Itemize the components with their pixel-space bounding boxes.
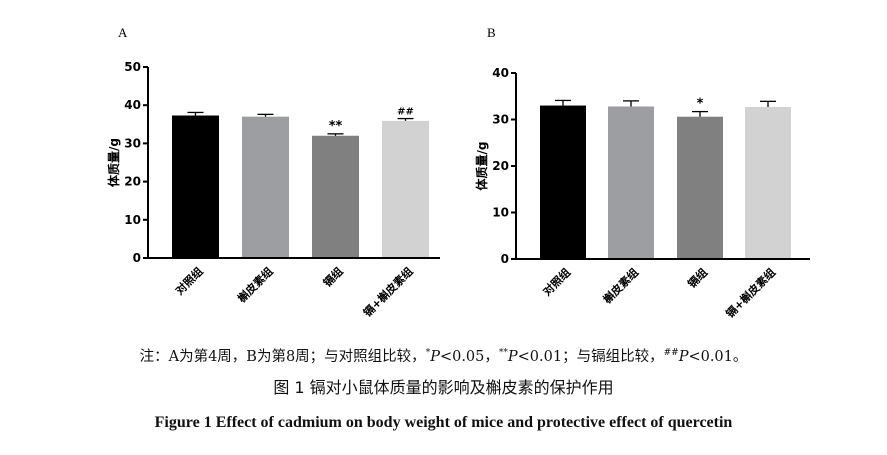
bar-a-1 xyxy=(242,116,289,258)
x-tick-label-a-3: 镉+槲皮素组 xyxy=(360,264,415,319)
y-tick-label-a: 30 xyxy=(124,136,141,150)
bar-a-0 xyxy=(172,115,219,258)
x-tick-label-a-2: 镉组 xyxy=(320,264,345,289)
x-tick-label-a-0: 对照组 xyxy=(172,264,205,297)
y-tick-label-a: 40 xyxy=(124,98,141,112)
y-tick-label-b: 30 xyxy=(492,113,509,127)
y-tick-label-b: 40 xyxy=(492,66,509,80)
y-tick-label-b: 20 xyxy=(492,159,509,173)
x-tick-label-b-0: 对照组 xyxy=(540,265,573,298)
y-tick-label-b: 0 xyxy=(501,252,509,266)
x-tick-label-b-1: 槲皮素组 xyxy=(600,265,641,306)
bar-b-1 xyxy=(608,106,654,259)
x-tick-label-b-3: 镉+槲皮素组 xyxy=(723,265,778,320)
y-axis-label-a: 体质量/g xyxy=(106,138,121,187)
x-tick-label-b-2: 镉组 xyxy=(685,265,710,290)
y-tick-label-a: 50 xyxy=(124,60,141,74)
y-tick-label-a: 10 xyxy=(124,213,141,227)
panel-label-a: A xyxy=(118,25,128,40)
bar-a-2 xyxy=(312,135,359,258)
y-tick-label-b: 10 xyxy=(492,206,509,220)
bar-b-2 xyxy=(677,116,723,260)
x-tick-label-a-1: 槲皮素组 xyxy=(235,264,276,305)
bar-a-3 xyxy=(382,120,429,258)
significance-a-2: ** xyxy=(329,119,343,134)
y-tick-label-a: 20 xyxy=(124,175,141,189)
figure-caption-english: Figure 1 Effect of cadmium on body weigh… xyxy=(154,414,733,431)
significance-b-2: * xyxy=(697,97,704,112)
y-axis-label-b: 体质量/g xyxy=(474,142,489,191)
figure-caption: 图 1 镉对小鼠体质量的影响及槲皮素的保护作用 xyxy=(273,378,614,397)
y-tick-label-a: 0 xyxy=(133,251,141,265)
bar-b-3 xyxy=(745,106,791,259)
significance-a-3: ## xyxy=(397,107,414,118)
panel-label-b: B xyxy=(487,25,496,40)
bar-b-0 xyxy=(540,105,586,259)
figure-note: 注：A为第4周，B为第8周；与对照组比较，*P<0.05，**P<0.01；与镉… xyxy=(139,348,748,365)
